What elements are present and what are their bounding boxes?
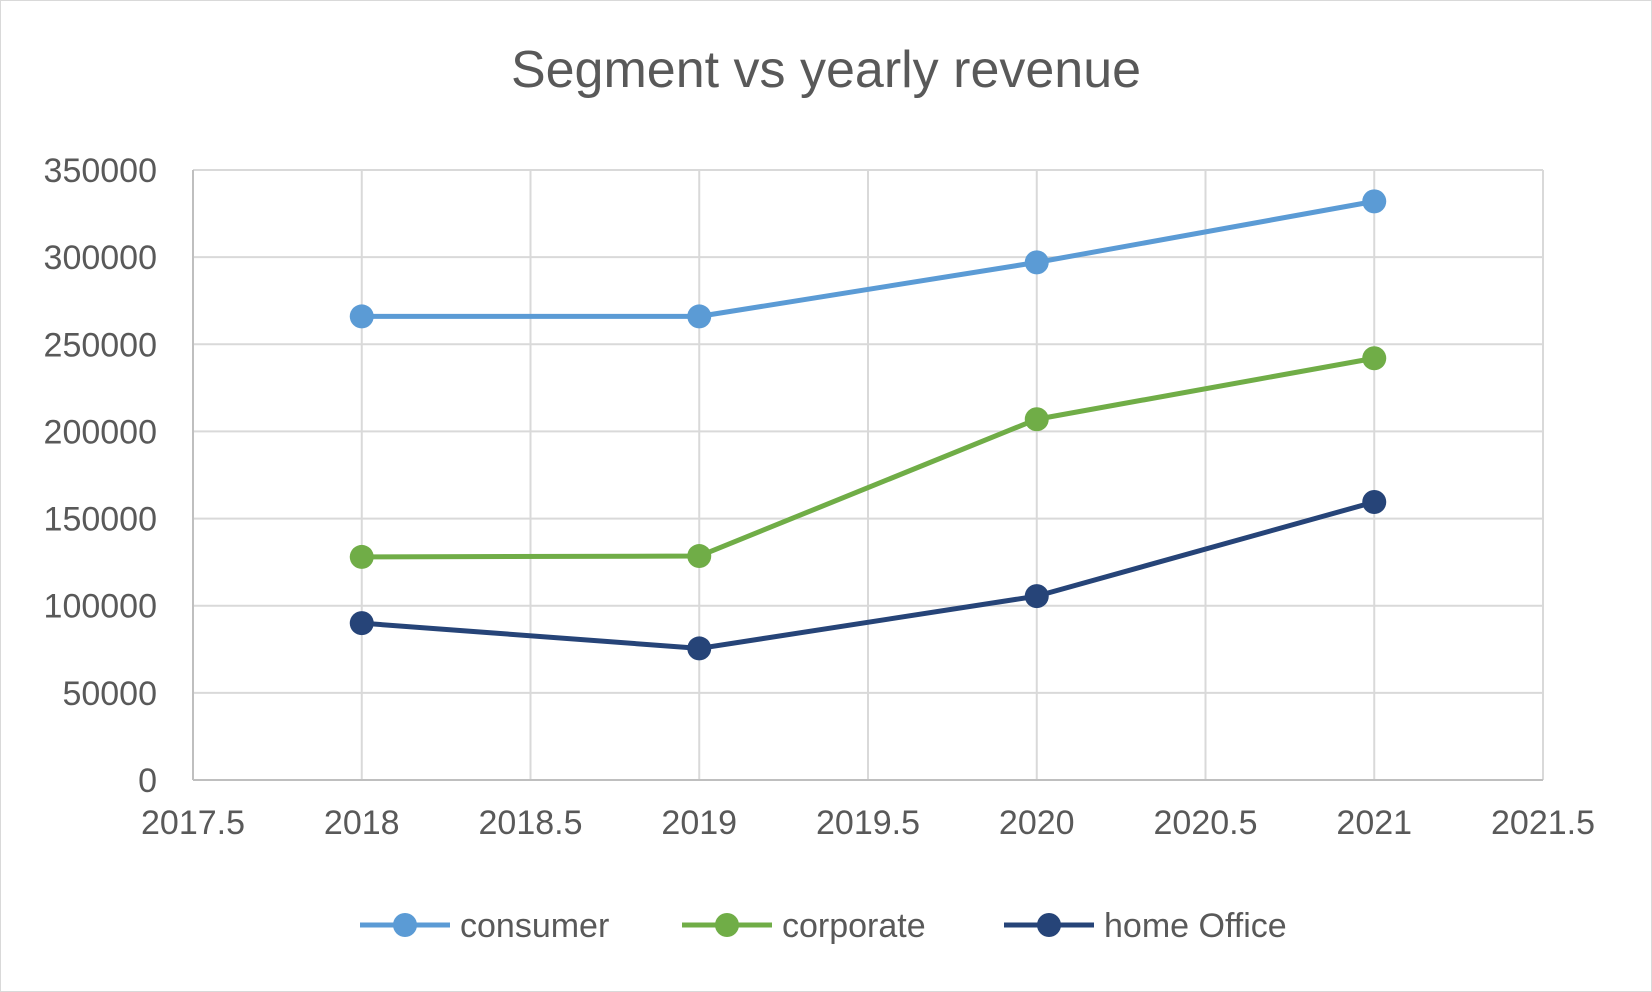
data-point: [1024, 250, 1049, 275]
data-point: [349, 304, 374, 329]
x-axis-tick-labels: 2017.5 2018 2018.5 2019 2019.5 2020 2020.5 2021…: [141, 804, 1595, 842]
x-tick-label: 2019.5: [816, 804, 920, 842]
gridlines: [193, 169, 1544, 780]
chart-title: Segment vs yearly revenue: [510, 41, 1142, 99]
data-point: [1362, 189, 1387, 214]
data-point: [1362, 490, 1387, 515]
x-tick-label: 2020.5: [1154, 804, 1258, 842]
x-tick-label: 2021.5: [1491, 804, 1595, 842]
y-tick-label: 100000: [44, 588, 157, 626]
x-tick-label: 2017.5: [141, 804, 245, 842]
y-tick-label: 0: [138, 762, 157, 800]
legend-marker-0: [393, 913, 417, 937]
axes: [192, 170, 1543, 781]
data-point: [349, 544, 374, 569]
y-tick-label: 200000: [44, 413, 157, 451]
x-tick-label: 2018: [324, 804, 400, 842]
series: [349, 189, 1387, 661]
legend: consumer corporate home Office: [360, 907, 1287, 945]
series-line-0: [361, 198, 1375, 319]
data-point: [1362, 346, 1387, 371]
x-tick-label: 2019: [661, 804, 737, 842]
series-line-2: [361, 499, 1375, 651]
x-tick-label: 2021: [1336, 804, 1412, 842]
data-point: [1024, 407, 1049, 432]
y-tick-label: 250000: [44, 326, 157, 364]
x-tick-label: 2020: [999, 804, 1075, 842]
data-point: [349, 611, 374, 636]
legend-label-0: consumer: [460, 907, 609, 945]
y-axis-tick-labels: 0 50000 100000 150000 200000 250000 300000 3500…: [44, 152, 157, 800]
legend-label-2: home Office: [1104, 907, 1287, 945]
data-point: [687, 544, 712, 569]
data-point: [687, 636, 712, 661]
y-tick-label: 350000: [44, 152, 157, 190]
x-tick-label: 2018.5: [479, 804, 583, 842]
data-point: [687, 304, 712, 329]
legend-label-1: corporate: [782, 907, 926, 945]
y-tick-label: 50000: [62, 675, 157, 713]
series-line-1: [361, 355, 1375, 560]
legend-marker-2: [1037, 913, 1061, 937]
legend-marker-1: [715, 913, 739, 937]
data-point: [1024, 584, 1049, 609]
y-tick-label: 150000: [44, 501, 157, 539]
y-tick-label: 300000: [44, 239, 157, 277]
